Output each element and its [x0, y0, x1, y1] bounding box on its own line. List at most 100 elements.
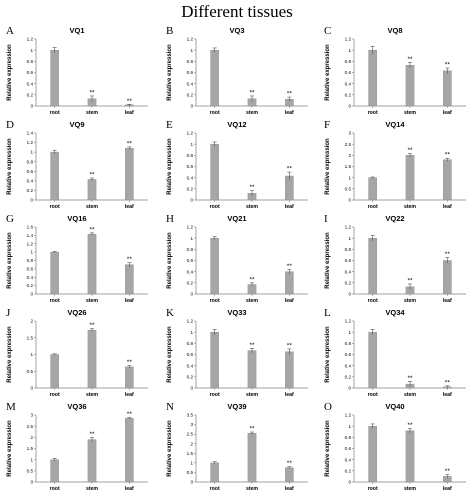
y-tick-label: 0.6 — [345, 446, 352, 451]
y-axis-label: Relative expression — [7, 44, 13, 101]
chart-title: VQ8 — [387, 26, 403, 35]
chart-panel-b: B VQ3 Relative expression 0 0.2 0.4 0.6 0.8 1 1.2… — [162, 25, 312, 116]
y-tick-label: 1.5 — [27, 335, 34, 340]
x-tick-label: root — [210, 298, 220, 304]
y-tick-label: 0.4 — [27, 81, 34, 86]
y-tick-label: 1 — [30, 150, 33, 155]
bar-stem — [87, 329, 97, 389]
y-tick-label: 2 — [30, 319, 33, 324]
significance-label: ** — [287, 91, 293, 98]
y-tick-label: 1 — [190, 48, 193, 53]
chart-title: VQ1 — [69, 26, 85, 35]
y-tick-label: 0.2 — [187, 280, 194, 285]
y-tick-label: 1.2 — [345, 37, 352, 42]
x-tick-label: root — [50, 392, 60, 398]
chart-panel-k: K VQ33 Relative expression 0 0.2 0.4 0.6 0.8 1 1.… — [162, 307, 312, 398]
x-tick-label: stem — [246, 392, 258, 398]
chart-svg: Relative expression 0 0.2 0.4 0.6 0.8 1 1.2 root… — [167, 225, 308, 304]
significance-label: ** — [127, 256, 133, 263]
y-tick-label: 0.4 — [345, 81, 352, 86]
x-tick-label: root — [368, 298, 378, 304]
y-tick-label: 0.6 — [27, 169, 34, 174]
y-tick-label: 0.6 — [187, 258, 194, 263]
x-tick-label: leaf — [285, 110, 294, 116]
significance-label: ** — [407, 147, 413, 154]
bar-root — [210, 331, 219, 389]
bar-root — [50, 151, 59, 201]
significance-label: ** — [89, 322, 95, 329]
significance-label: ** — [407, 422, 413, 429]
y-tick-label: 1.2 — [27, 140, 34, 145]
bar-leaf — [125, 366, 134, 389]
chart-svg: Relative expression 0 0.2 0.4 0.6 0.8 1 1.2 1.4 r… — [7, 131, 148, 210]
chart-title: VQ36 — [67, 402, 87, 411]
bar-root — [368, 237, 377, 295]
figure-title: Different tissues — [181, 2, 293, 21]
x-tick-label: stem — [86, 486, 98, 492]
y-tick-label: 0.6 — [345, 258, 352, 263]
bar-stem — [247, 350, 257, 389]
x-tick-label: root — [210, 486, 220, 492]
x-tick-label: stem — [404, 486, 416, 492]
y-tick-label: 1 — [30, 352, 33, 357]
y-tick-label: 0.8 — [345, 59, 352, 64]
bar-leaf — [125, 148, 134, 201]
y-tick-label: 1 — [348, 424, 351, 429]
y-axis-label: Relative expression — [167, 232, 173, 289]
bar-root — [368, 49, 377, 107]
bar-leaf — [443, 70, 452, 107]
y-tick-label: 0.4 — [187, 81, 194, 86]
bar-stem — [405, 155, 415, 201]
significance-label: ** — [89, 171, 95, 178]
y-tick-label: 1.2 — [345, 319, 352, 324]
bar-stem — [87, 439, 97, 483]
chart-panel-a: A VQ1 Relative expression 0 0.2 0.4 0.6 0.8 1 1.2… — [2, 25, 152, 116]
x-tick-label: leaf — [285, 298, 294, 304]
chart-title: VQ34 — [385, 308, 405, 317]
y-tick-label: 0 — [348, 292, 351, 297]
y-tick-label: 0 — [30, 198, 33, 203]
chart-svg: Relative expression 0 0.2 0.4 0.6 0.8 1 1.2 root… — [325, 319, 466, 398]
y-tick-label: 0.8 — [345, 435, 352, 440]
y-tick-label: 0.4 — [27, 275, 34, 280]
x-tick-label: root — [210, 110, 220, 116]
significance-label: ** — [249, 89, 255, 96]
y-tick-label: 0.2 — [187, 374, 194, 379]
x-tick-label: leaf — [125, 204, 134, 210]
significance-label: ** — [287, 460, 293, 467]
y-axis-label: Relative expression — [325, 232, 331, 289]
chart-svg: Relative expression 0 0.2 0.4 0.6 0.8 1 1.2 root… — [325, 225, 466, 304]
x-tick-label: root — [50, 486, 60, 492]
bar-leaf — [125, 264, 134, 295]
y-tick-label: 0.6 — [187, 352, 194, 357]
y-tick-label: 0.4 — [27, 178, 34, 183]
y-tick-label: 1.2 — [187, 225, 194, 230]
bar-root — [368, 331, 377, 389]
bar-leaf — [125, 418, 134, 483]
y-axis-label: Relative expression — [7, 232, 13, 289]
x-tick-label: leaf — [125, 110, 134, 116]
y-tick-label: 0.8 — [345, 247, 352, 252]
bar-stem — [247, 432, 257, 483]
bar-root — [210, 237, 219, 295]
x-tick-label: root — [50, 298, 60, 304]
significance-label: ** — [249, 426, 255, 433]
y-tick-label: 1.2 — [27, 37, 34, 42]
chart-title: VQ14 — [385, 120, 405, 129]
bar-leaf — [443, 260, 452, 295]
y-tick-label: 0 — [190, 480, 193, 485]
x-tick-label: root — [50, 204, 60, 210]
x-tick-label: leaf — [285, 392, 294, 398]
y-tick-label: 1 — [190, 460, 193, 465]
bar-root — [210, 143, 219, 201]
chart-title: VQ22 — [385, 214, 405, 223]
chart-svg: Relative expression 0 0.2 0.4 0.6 0.8 1 1.2 1.4 1… — [7, 225, 148, 304]
significance-label: ** — [407, 375, 413, 382]
bar-root — [210, 49, 219, 107]
x-tick-label: stem — [246, 298, 258, 304]
bar-stem — [87, 179, 97, 201]
chart-panel-n: N VQ39 Relative expression 0 0.5 1 1.5 2 2.5 3 3.5… — [162, 401, 312, 492]
chart-panel-m: M VQ36 Relative expression 0 0.5 1 1.5 2 2.5 3 roo… — [2, 401, 152, 492]
x-tick-label: leaf — [443, 486, 452, 492]
chart-panel-d: D VQ9 Relative expression 0 0.2 0.4 0.6 0.8 1 1.2… — [2, 119, 152, 210]
